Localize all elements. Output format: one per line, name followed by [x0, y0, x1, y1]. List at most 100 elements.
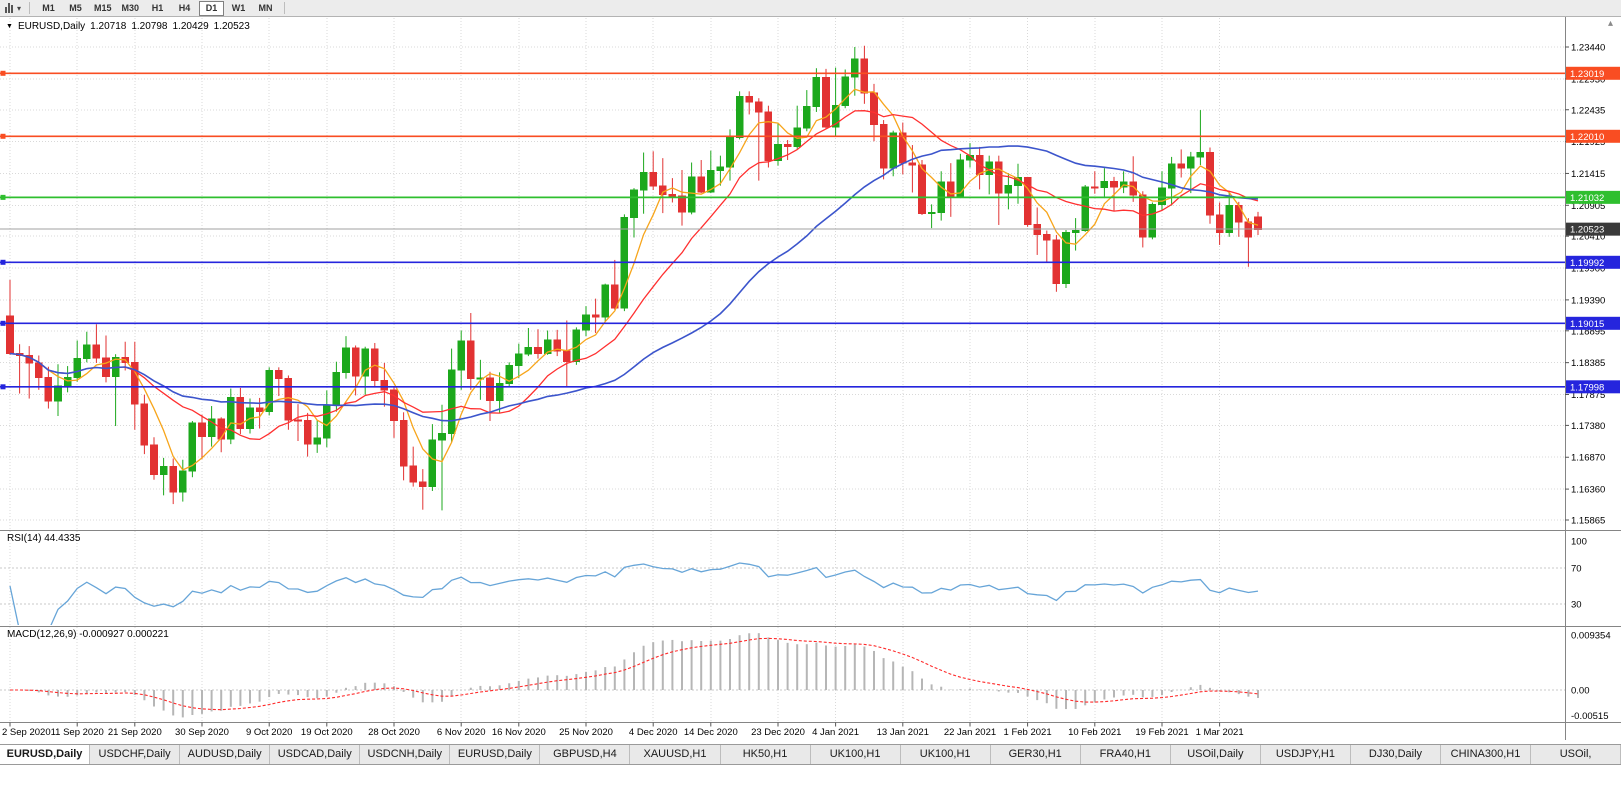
symbol-tab-bar: EURUSD,Daily USDCHF,Daily AUDUSD,Daily USDC… [0, 744, 1621, 765]
date-axis[interactable]: 2 Sep 2020 11 Sep 2020 21 Sep 2020 30 Sep 2… [2, 722, 1244, 739]
svg-text:1 Feb 2021: 1 Feb 2021 [1004, 727, 1052, 738]
rsi-current-value: 44.4335 [44, 533, 81, 544]
timeframe-button-d1[interactable]: D1 [199, 0, 225, 16]
toolbar-separator [284, 2, 286, 14]
timeframe-button-m5[interactable]: M5 [69, 2, 82, 13]
symbol-tab-usdchf-daily[interactable]: USDCHF,Daily [90, 745, 181, 764]
timeframe-button-mn[interactable]: MN [258, 2, 273, 13]
svg-text:1.22010: 1.22010 [1570, 132, 1604, 143]
symbol-tab-audusd-daily[interactable]: AUDUSD,Daily [180, 745, 271, 764]
svg-text:1.23019: 1.23019 [1570, 69, 1604, 80]
rsi-panel [0, 562, 1565, 625]
price-tag: 1.20523 [1566, 222, 1620, 236]
svg-text:22 Jan 2021: 22 Jan 2021 [944, 727, 996, 738]
chart-canvas[interactable]: 1.234401.229301.224351.219251.214151.209… [0, 0, 1621, 741]
svg-text:19 Oct 2020: 19 Oct 2020 [301, 727, 353, 738]
svg-text:10 Feb 2021: 10 Feb 2021 [1068, 727, 1121, 738]
price-tag: 1.17998 [1566, 380, 1620, 394]
svg-text:30: 30 [1571, 600, 1582, 611]
symbol-tab-fra40-h1[interactable]: FRA40,H1 [1080, 745, 1171, 764]
svg-text:25 Nov 2020: 25 Nov 2020 [559, 727, 613, 738]
svg-text:9 Oct 2020: 9 Oct 2020 [246, 727, 292, 738]
close-value: 1.20523 [213, 21, 250, 32]
chart-dropdown-icon[interactable]: ▾ [17, 3, 22, 13]
toolbar-separator [29, 2, 31, 14]
svg-text:70: 70 [1571, 564, 1582, 575]
svg-text:13 Jan 2021: 13 Jan 2021 [877, 727, 929, 738]
symbol-tab-usdcnh-daily[interactable]: USDCNH,Daily [360, 745, 451, 764]
symbol-tab-gbpusd-h4[interactable]: GBPUSD,H4 [540, 745, 631, 764]
svg-text:4 Dec 2020: 4 Dec 2020 [629, 727, 678, 738]
symbol-dropdown-icon[interactable]: ▼ [6, 23, 13, 30]
level-anchor-marker [0, 259, 6, 265]
symbol-tab-xauusd-h1[interactable]: XAUUSD,H1 [630, 745, 721, 764]
svg-text:21 Sep 2020: 21 Sep 2020 [108, 727, 162, 738]
svg-text:100: 100 [1571, 537, 1587, 548]
symbol-tab-dj30-daily[interactable]: DJ30,Daily [1350, 745, 1441, 764]
symbol-tab-usoil[interactable]: USOil, [1531, 745, 1621, 764]
symbol-tab-usdcad-daily[interactable]: USDCAD,Daily [270, 745, 361, 764]
svg-text:1.18385: 1.18385 [1571, 358, 1605, 369]
symbol-tab-china300-h1[interactable]: CHINA300,H1 [1441, 745, 1532, 764]
timeframe-button-m30[interactable]: M30 [121, 2, 140, 13]
symbol-tab-usdjpy-h1[interactable]: USDJPY,H1 [1260, 745, 1351, 764]
svg-text:1.23440: 1.23440 [1571, 43, 1605, 54]
symbol-tab-eurusd-daily[interactable]: EURUSD,Daily [450, 745, 541, 764]
svg-text:1.17998: 1.17998 [1570, 382, 1604, 393]
timeframe-button-m15[interactable]: M15 [94, 2, 112, 13]
price-tag: 1.21032 [1566, 190, 1620, 204]
timeframe-button-h1[interactable]: H1 [151, 2, 164, 13]
svg-text:1.20523: 1.20523 [1570, 225, 1604, 236]
candles-layer [6, 45, 1262, 511]
symbol-tab-ger30-h1[interactable]: GER30,H1 [990, 745, 1081, 764]
svg-text:1.19390: 1.19390 [1571, 295, 1605, 306]
symbol-tab-eurusd-daily[interactable]: EURUSD,Daily [0, 745, 91, 764]
top-toolbar: ▾ M1 M5 M15 M30 H1 H4 D1 W1 MN [0, 0, 1621, 17]
svg-text:4 Jan 2021: 4 Jan 2021 [812, 727, 859, 738]
timeframe-button-w1[interactable]: W1 [231, 2, 246, 13]
svg-text:0.00: 0.00 [1571, 686, 1590, 697]
svg-text:0.009354: 0.009354 [1571, 630, 1611, 641]
svg-text:-0.00515: -0.00515 [1571, 711, 1609, 722]
symbol-tab-uk100-h1[interactable]: UK100,H1 [810, 745, 901, 764]
symbol-tab-usoil-daily[interactable]: USOil,Daily [1170, 745, 1261, 764]
level-anchor-marker [0, 194, 6, 200]
chart-symbol-label: EURUSD,Daily [17, 21, 86, 32]
price-tag: 1.23019 [1566, 66, 1620, 80]
open-value: 1.20718 [90, 21, 127, 32]
svg-text:1.20905: 1.20905 [1571, 201, 1605, 212]
svg-text:1.22930: 1.22930 [1571, 74, 1605, 85]
timeframe-button-h4[interactable]: H4 [178, 2, 191, 13]
level-anchor-marker [0, 70, 6, 76]
level-anchor-marker [0, 384, 6, 390]
svg-text:1.22435: 1.22435 [1571, 105, 1605, 116]
macd-panel [0, 633, 1565, 718]
svg-text:1.16870: 1.16870 [1571, 453, 1605, 464]
svg-text:1.21415: 1.21415 [1571, 169, 1605, 180]
svg-text:1.17380: 1.17380 [1571, 421, 1605, 432]
timeframe-button-group: M1 M5 M15 M30 H1 H4 D1 W1 MN [35, 0, 279, 16]
svg-text:1.16360: 1.16360 [1571, 485, 1605, 496]
svg-text:19 Feb 2021: 19 Feb 2021 [1135, 727, 1188, 738]
price-tag: 1.19992 [1566, 255, 1620, 269]
macd-current-value: -0.000927 0.000221 [79, 629, 169, 640]
svg-text:1.15865: 1.15865 [1571, 516, 1605, 527]
svg-text:28 Oct 2020: 28 Oct 2020 [368, 727, 420, 738]
svg-text:1.19015: 1.19015 [1570, 319, 1604, 330]
svg-text:1.21032: 1.21032 [1570, 193, 1604, 204]
moving-average-lines [9, 88, 1259, 471]
low-value: 1.20429 [172, 21, 209, 32]
svg-text:1.20410: 1.20410 [1571, 232, 1605, 243]
svg-text:1.19900: 1.19900 [1571, 264, 1605, 275]
scroll-arrow-icon[interactable]: ▴ [1607, 18, 1613, 29]
symbol-tab-uk100-h1[interactable]: UK100,H1 [900, 745, 991, 764]
price-tag: 1.19015 [1566, 316, 1620, 330]
macd-panel-label: MACD(12,26,9) -0.000927 0.000221 [7, 629, 169, 640]
svg-text:1 Mar 2021: 1 Mar 2021 [1196, 727, 1244, 738]
chart-type-icon[interactable] [5, 3, 13, 13]
svg-text:23 Dec 2020: 23 Dec 2020 [751, 727, 805, 738]
symbol-tab-hk50-h1[interactable]: HK50,H1 [720, 745, 811, 764]
price-tag: 1.22010 [1566, 129, 1620, 143]
svg-text:11 Sep 2020: 11 Sep 2020 [51, 727, 104, 738]
timeframe-button-m1[interactable]: M1 [42, 2, 55, 13]
